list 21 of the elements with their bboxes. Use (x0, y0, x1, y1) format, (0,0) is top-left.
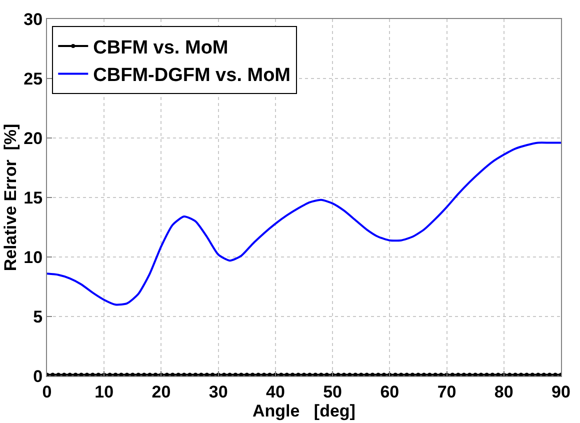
legend-label: CBFM-DGFM vs. MoM (93, 65, 291, 86)
x-axis-title: Angle [deg] (252, 401, 356, 420)
x-tick-label: 10 (94, 382, 114, 402)
y-tick-label: 10 (24, 248, 43, 267)
y-tick-label: 25 (24, 69, 43, 88)
y-tick-label: 5 (33, 307, 43, 326)
y-tick-label: 20 (24, 128, 43, 148)
x-tick-label: 60 (380, 382, 400, 402)
x-tick-label: 70 (437, 382, 456, 402)
x-tick-label: 80 (494, 382, 514, 402)
y-tick-label: 15 (24, 188, 43, 208)
legend-label: CBFM vs. MoM (93, 37, 228, 58)
x-tick-label: 50 (323, 382, 342, 402)
line-series (47, 142, 561, 306)
x-tick-label: 20 (152, 382, 171, 402)
y-tick-label: 30 (24, 10, 43, 29)
y-axis-title: Relative Error [%] (1, 124, 20, 272)
y-tick-label: 0 (33, 366, 43, 386)
x-tick-label: 40 (266, 382, 285, 402)
x-tick-label: 30 (208, 382, 228, 402)
x-tick-label: 90 (552, 382, 570, 402)
